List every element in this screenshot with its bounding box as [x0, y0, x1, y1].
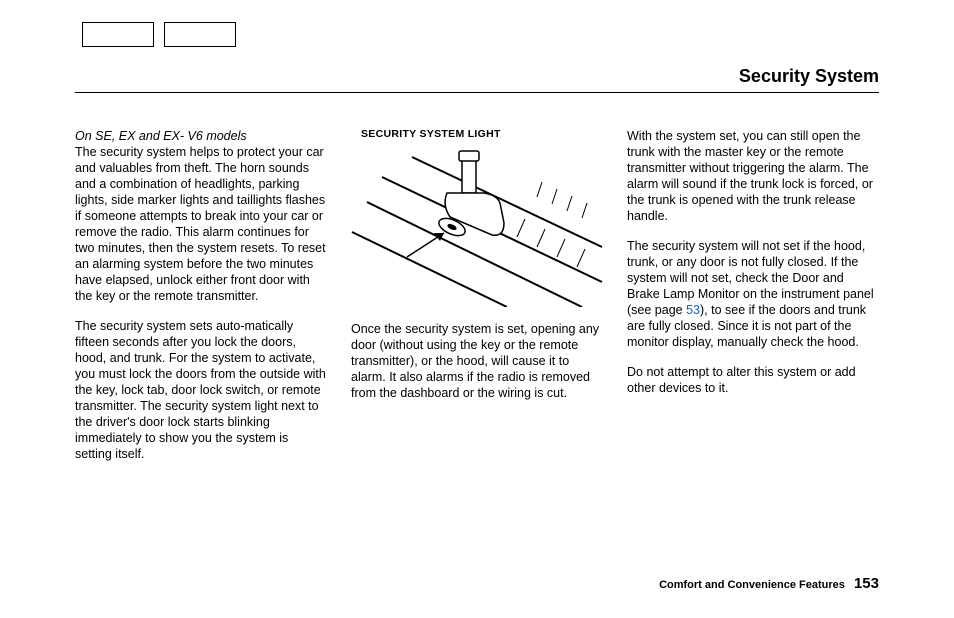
models-note-text: On SE, EX and EX- V6 models: [75, 129, 247, 143]
column-1: On SE, EX and EX- V6 models The security…: [75, 128, 327, 558]
col3-para3: Do not attempt to alter this system or a…: [627, 364, 879, 396]
nav-placeholder-boxes: [82, 22, 236, 47]
column-3: With the system set, you can still open …: [627, 128, 879, 558]
page-ref-link[interactable]: 53: [686, 303, 700, 317]
title-rule: [75, 92, 879, 93]
content-columns: On SE, EX and EX- V6 models The security…: [75, 128, 879, 558]
security-light-illustration: [351, 147, 603, 307]
figure-label: SECURITY SYSTEM LIGHT: [361, 128, 603, 141]
col3-para1: With the system set, you can still open …: [627, 128, 879, 224]
models-note: On SE, EX and EX- V6 models The security…: [75, 128, 327, 304]
col3-para2: The security system will not set if the …: [627, 238, 879, 350]
col1-para1: The security system helps to protect you…: [75, 145, 326, 303]
nav-box-2: [164, 22, 236, 47]
col2-para1: Once the security system is set, opening…: [351, 321, 603, 401]
page-footer: Comfort and Convenience Features 153: [659, 575, 879, 592]
nav-box-1: [82, 22, 154, 47]
col1-para2: The security system sets auto-matically …: [75, 318, 327, 462]
footer-section: Comfort and Convenience Features: [659, 579, 845, 591]
page-title: Security System: [739, 66, 879, 87]
column-2: SECURITY SYSTEM LIGHT: [351, 128, 603, 558]
footer-page-number: 153: [854, 575, 879, 592]
